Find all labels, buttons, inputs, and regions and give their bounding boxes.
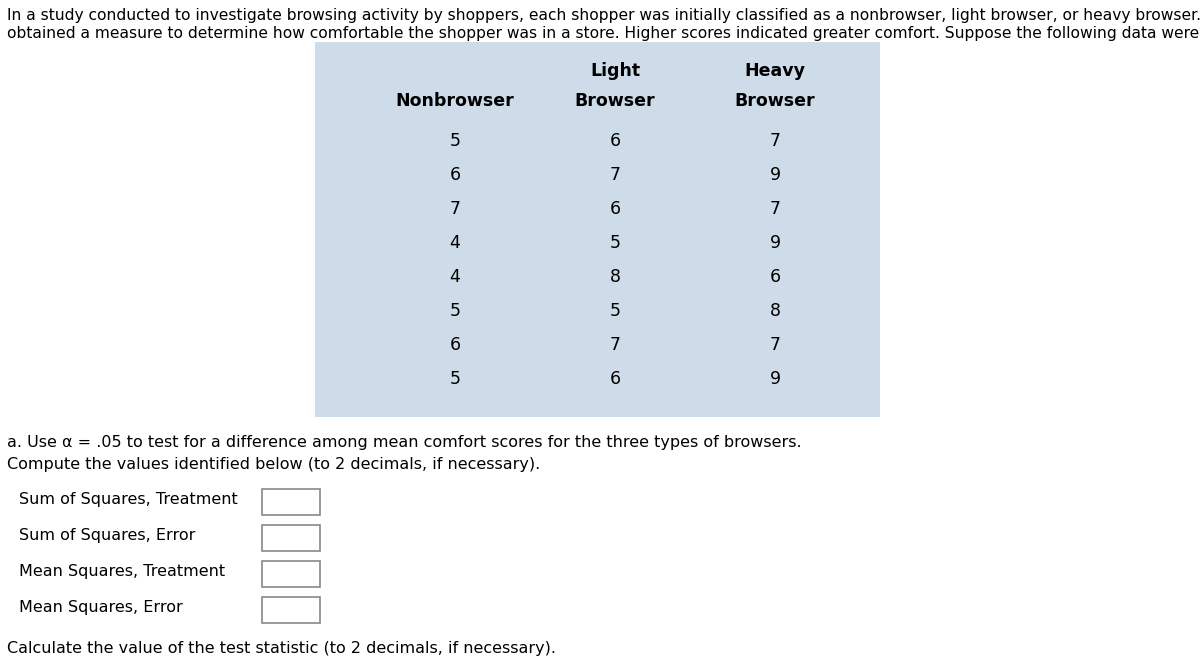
FancyBboxPatch shape [262, 525, 320, 551]
Text: Browser: Browser [734, 92, 815, 110]
Text: 7: 7 [450, 200, 461, 218]
Text: Mean Squares, Error: Mean Squares, Error [19, 600, 182, 615]
Text: Light: Light [590, 62, 640, 80]
Text: obtained a measure to determine how comfortable the shopper was in a store. High: obtained a measure to determine how comf… [7, 26, 1200, 41]
Text: 6: 6 [450, 166, 461, 184]
Text: 7: 7 [769, 132, 780, 150]
Text: 9: 9 [769, 166, 780, 184]
Text: 5: 5 [610, 302, 620, 320]
Text: 4: 4 [450, 268, 461, 286]
Text: 5: 5 [450, 370, 461, 388]
Text: Heavy: Heavy [744, 62, 805, 80]
Text: 5: 5 [450, 132, 461, 150]
Text: 9: 9 [769, 370, 780, 388]
Text: 6: 6 [610, 200, 620, 218]
Text: Compute the values identified below (to 2 decimals, if necessary).: Compute the values identified below (to … [7, 457, 540, 472]
Text: a. Use α = .05 to test for a difference among mean comfort scores for the three : a. Use α = .05 to test for a difference … [7, 435, 802, 450]
FancyBboxPatch shape [262, 489, 320, 515]
Text: 7: 7 [769, 336, 780, 354]
Text: 5: 5 [610, 234, 620, 252]
Text: 6: 6 [769, 268, 780, 286]
Text: 7: 7 [769, 200, 780, 218]
Text: 7: 7 [610, 336, 620, 354]
Text: Calculate the value of the test statistic (to 2 decimals, if necessary).: Calculate the value of the test statisti… [7, 641, 556, 656]
FancyBboxPatch shape [262, 561, 320, 587]
Text: Nonbrowser: Nonbrowser [396, 92, 515, 110]
Text: 5: 5 [450, 302, 461, 320]
Text: 8: 8 [610, 268, 620, 286]
Text: 7: 7 [610, 166, 620, 184]
Text: 8: 8 [769, 302, 780, 320]
Text: Sum of Squares, Error: Sum of Squares, Error [19, 528, 196, 543]
Text: In a study conducted to investigate browsing activity by shoppers, each shopper : In a study conducted to investigate brow… [7, 8, 1200, 23]
Text: 6: 6 [450, 336, 461, 354]
Text: Sum of Squares, Treatment: Sum of Squares, Treatment [19, 492, 238, 507]
Text: 6: 6 [610, 370, 620, 388]
Text: 6: 6 [610, 132, 620, 150]
Text: Mean Squares, Treatment: Mean Squares, Treatment [19, 564, 226, 579]
FancyBboxPatch shape [262, 597, 320, 623]
Text: 9: 9 [769, 234, 780, 252]
Text: 4: 4 [450, 234, 461, 252]
FancyBboxPatch shape [314, 42, 880, 417]
Text: Browser: Browser [575, 92, 655, 110]
